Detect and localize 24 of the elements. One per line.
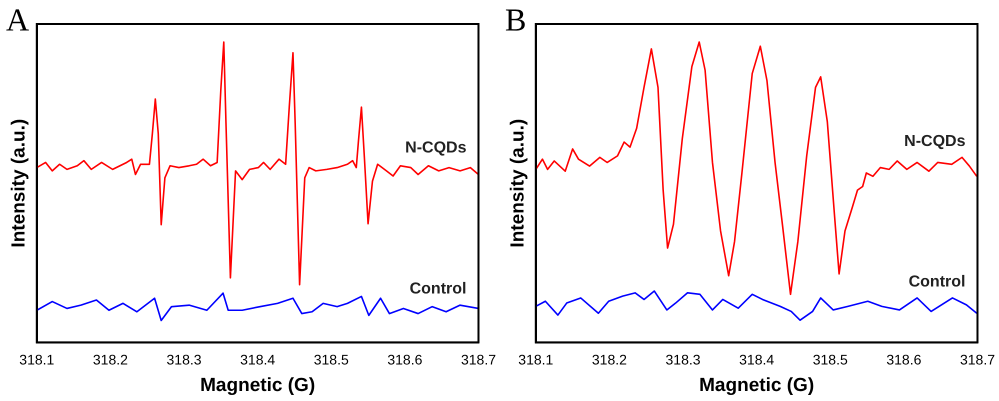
y-axis-title: Intensity (a.u.): [8, 118, 30, 248]
x-tick-label: 318.7: [960, 352, 996, 368]
x-tick-label: 318.2: [592, 352, 628, 368]
x-axis-title: Magnetic (G): [200, 374, 316, 396]
x-tick-label: 318.4: [739, 352, 774, 368]
x-tick-label: 318.4: [240, 352, 276, 368]
x-tick-label: 318.1: [19, 352, 55, 368]
x-tick-label: 318.5: [314, 352, 349, 368]
x-tick-label: 318.6: [387, 352, 423, 368]
chart-title: A: [6, 1, 30, 38]
series-label: N-CQDs: [904, 132, 966, 150]
series-label: Control: [908, 273, 966, 290]
chart-title: B: [505, 1, 526, 38]
y-axis-title: Intensity (a.u.): [508, 118, 529, 248]
series-label: N-CQDs: [405, 140, 467, 157]
x-tick-label: 318.5: [812, 352, 848, 368]
x-tick-label: 318.7: [460, 352, 496, 368]
x-tick-label: 318.1: [518, 352, 554, 368]
x-tick-label: 318.3: [166, 352, 202, 368]
series-label: Control: [410, 280, 466, 298]
x-tick-label: 318.6: [886, 352, 922, 368]
x-tick-label: 318.2: [92, 352, 128, 368]
x-tick-label: 318.3: [666, 352, 701, 368]
x-axis-title: Magnetic (G): [699, 374, 814, 396]
